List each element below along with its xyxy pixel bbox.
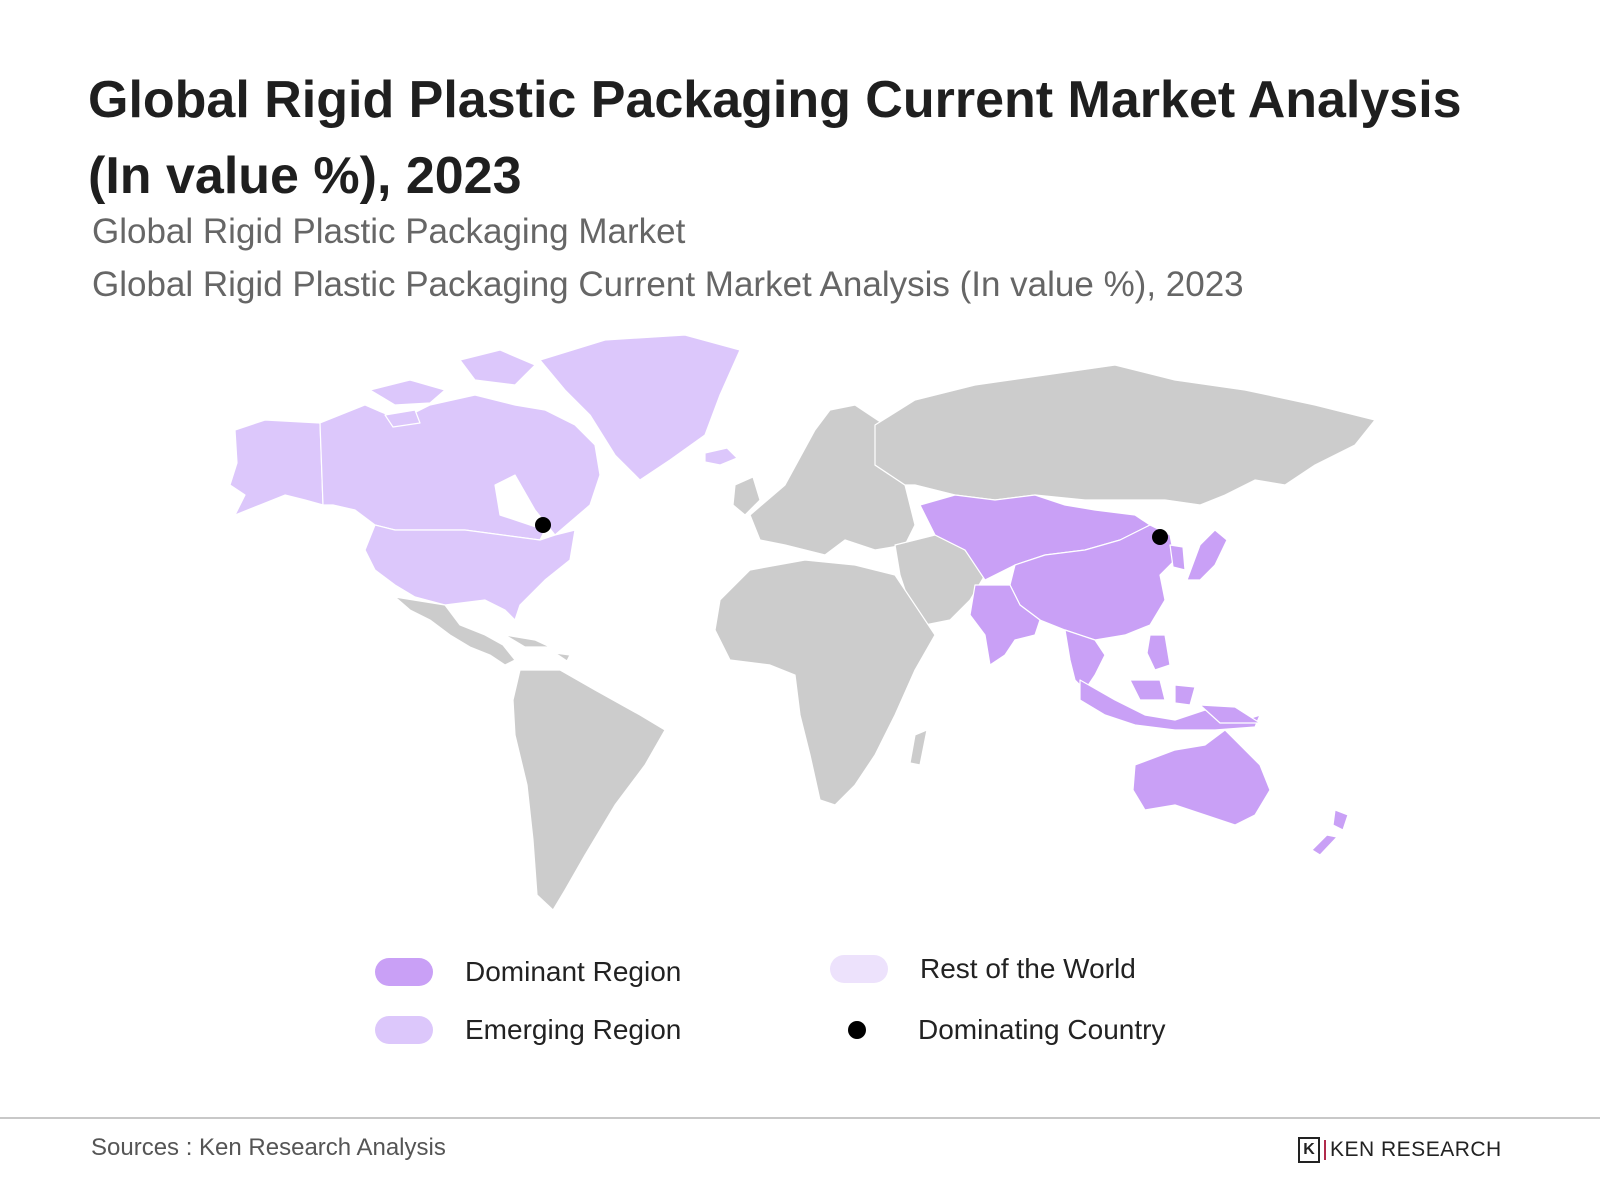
world-map (229, 335, 1376, 911)
legend-label-emerging: Emerging Region (465, 1014, 682, 1045)
legend-dot-dominating (848, 1021, 866, 1039)
map-region-caribbean (504, 634, 571, 662)
map-region-southeast-asia (1064, 629, 1106, 691)
map-region-alaska (229, 419, 324, 516)
footer-divider (0, 1117, 1600, 1119)
legend-item-dominating: Dominating Country (828, 1014, 1165, 1046)
legend-label-dominant: Dominant Region (465, 956, 682, 987)
map-region-usa (364, 524, 576, 621)
map-region-africa (714, 559, 936, 806)
map-region-canada (319, 394, 601, 541)
brand-logo: K KEN RESEARCH (1298, 1137, 1502, 1163)
map-region-south-america (512, 669, 666, 911)
legend-label-rest: Rest of the World (920, 953, 1136, 984)
brand-separator (1324, 1140, 1326, 1160)
legend-swatch-dominant (375, 958, 433, 986)
legend-swatch-rest (830, 955, 888, 983)
legend-swatch-emerging (375, 1016, 433, 1044)
map-region-arctic-islands (369, 349, 536, 428)
map-region-japan (1186, 529, 1228, 581)
dominating-country-marker-canada (535, 517, 551, 533)
page-title: Global Rigid Plastic Packaging Current M… (88, 71, 1462, 205)
map-region-iceland (704, 447, 738, 466)
legend-item-dominant: Dominant Region (375, 956, 681, 988)
map-region-korea (1169, 544, 1186, 571)
legend-item-emerging: Emerging Region (375, 1014, 681, 1046)
ken-research-logo-icon: K (1298, 1137, 1320, 1163)
sources-text: Sources : Ken Research Analysis (91, 1134, 446, 1161)
brand-name: KEN RESEARCH (1330, 1138, 1502, 1161)
legend-item-rest: Rest of the World (830, 953, 1136, 985)
subtitle-analysis: Global Rigid Plastic Packaging Current M… (92, 265, 1244, 304)
legend-label-dominating: Dominating Country (918, 1014, 1166, 1045)
map-region-australia (1132, 729, 1271, 826)
map-region-madagascar (909, 729, 928, 766)
map-region-uk (732, 476, 761, 516)
map-region-philippines (1146, 634, 1171, 671)
map-region-papua (1199, 704, 1261, 724)
map-region-india (969, 584, 1041, 666)
map-region-russia (874, 364, 1376, 506)
map-region-greenland (539, 335, 741, 481)
map-region-europe (749, 404, 916, 556)
map-region-new-zealand (1311, 809, 1349, 856)
subtitle-market: Global Rigid Plastic Packaging Market (92, 212, 686, 251)
map-region-mexico (394, 596, 516, 666)
dominating-country-marker-china (1152, 529, 1168, 545)
